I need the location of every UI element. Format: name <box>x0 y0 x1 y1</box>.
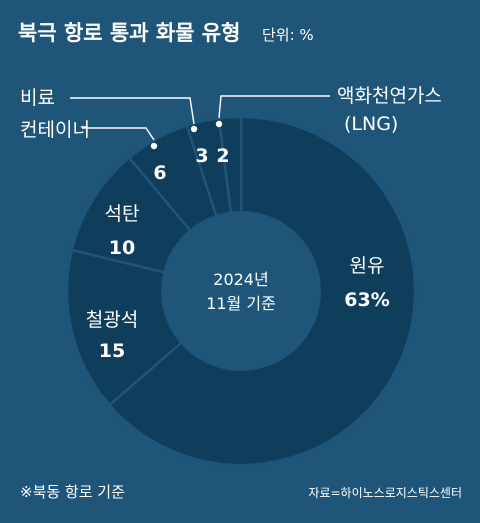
slice-label-lng-line2: (LNG) <box>344 113 398 135</box>
slice-value-fertilizer: 3 <box>195 145 208 167</box>
leader-line-fertilizer <box>70 97 195 125</box>
slice-label-iron: 철광석 <box>86 309 138 331</box>
slice-label-coal: 석탄 <box>105 203 140 225</box>
slice-label-fertilizer: 비료 <box>20 87 55 109</box>
leader-dot-container <box>150 142 158 150</box>
leader-lines <box>70 95 330 141</box>
slice-value-lng: 2 <box>216 145 229 167</box>
center-label-line2: 11월 기준 <box>206 294 276 313</box>
leader-line-container <box>82 127 155 141</box>
footnote: ※북동 항로 기준 <box>20 483 125 501</box>
slice-label-container: 컨테이너 <box>20 119 90 141</box>
unit-label: 단위: % <box>262 26 314 44</box>
slice-value-coal: 10 <box>109 237 135 259</box>
slice-value-container: 6 <box>153 162 166 184</box>
leader-dot-fertilizer <box>190 125 198 133</box>
center-label-line1: 2024년 <box>213 270 268 289</box>
chart-title: 북극 항로 통과 화물 유형 <box>18 21 240 45</box>
leader-line-lng <box>218 95 330 119</box>
slice-label-lng-line1: 액화천연가스 <box>337 85 442 107</box>
source-credit: 자료=하이노스로지스틱스센터 <box>308 486 462 500</box>
slice-value-oil: 63% <box>344 289 389 311</box>
slice-value-iron: 15 <box>99 340 125 362</box>
leader-dot-lng <box>215 120 223 128</box>
donut-hole <box>161 211 321 371</box>
leader-dots <box>150 120 223 150</box>
slice-label-oil: 원유 <box>350 255 385 277</box>
